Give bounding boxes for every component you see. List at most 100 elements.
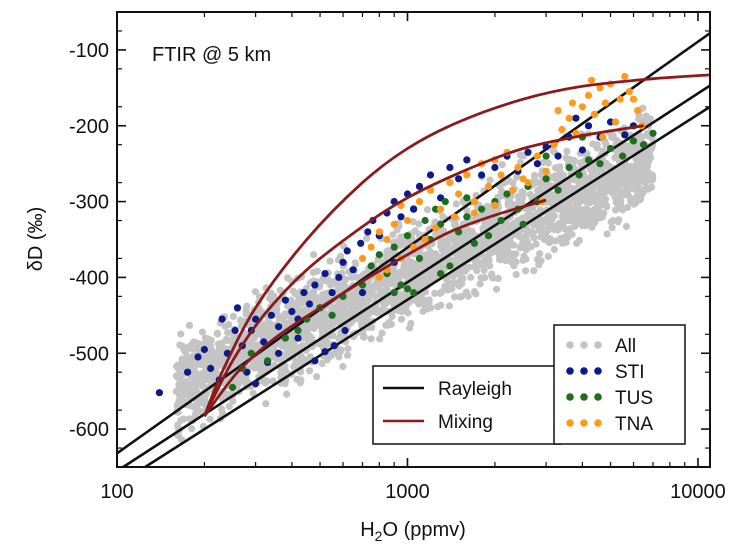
point-all (280, 317, 288, 325)
point-all (289, 333, 297, 342)
point-all (516, 151, 525, 159)
point-sti (260, 338, 268, 346)
point-all (506, 237, 514, 245)
point-tna (554, 107, 562, 115)
point-tna (491, 201, 499, 209)
point-tus (294, 326, 302, 335)
point-sti (349, 266, 357, 274)
point-sti (554, 152, 562, 160)
point-sti (364, 228, 372, 236)
point-all (614, 218, 622, 226)
point-tna (590, 110, 599, 118)
point-tus (584, 156, 593, 164)
point-all (521, 244, 529, 252)
x-tick-label: 100 (100, 481, 133, 503)
point-sti (288, 307, 296, 316)
x-axis-label-main: H (360, 519, 374, 541)
point-tna (542, 167, 550, 175)
point-sti (252, 380, 260, 388)
point-sti (300, 289, 308, 297)
point-sti (397, 213, 405, 221)
point-all (530, 234, 538, 242)
point-all (264, 330, 272, 339)
point-all (483, 202, 491, 210)
legend-sti-swatch (566, 367, 574, 375)
point-all (249, 389, 257, 397)
point-all (550, 212, 558, 220)
point-tus (441, 198, 449, 206)
legend-tus-swatch (594, 393, 602, 401)
point-all (177, 330, 185, 338)
point-all (383, 285, 391, 293)
point-tus (575, 171, 583, 179)
point-tus (375, 251, 383, 259)
point-all (185, 321, 194, 329)
point-all (363, 234, 371, 242)
point-tna (611, 118, 620, 126)
point-all (583, 206, 592, 214)
point-all (383, 247, 391, 255)
point-tna (358, 254, 367, 263)
point-tna (568, 99, 577, 107)
point-all (623, 172, 631, 180)
point-tus (328, 311, 336, 319)
point-all (287, 296, 295, 304)
x-tick-label: 10000 (670, 481, 726, 503)
point-all (627, 144, 636, 152)
point-all (530, 171, 539, 179)
point-tna (524, 179, 532, 187)
point-all (562, 213, 570, 221)
point-all (213, 330, 222, 338)
point-all (378, 329, 386, 337)
point-all (644, 176, 652, 184)
point-sti (321, 348, 329, 356)
point-all (335, 353, 343, 361)
point-sti (357, 239, 365, 247)
point-all (593, 141, 601, 149)
point-all (492, 285, 501, 293)
point-all (486, 262, 494, 270)
x-axis-label-subscript: 2 (375, 528, 383, 544)
mixing-curve-1 (203, 73, 710, 417)
point-tus (470, 239, 478, 247)
point-all (522, 267, 530, 275)
point-all (536, 219, 544, 227)
point-tna (403, 216, 412, 225)
y-tick-label: -100 (69, 40, 109, 62)
point-all (483, 255, 491, 263)
point-all (201, 392, 210, 400)
point-all (270, 292, 278, 300)
point-all (365, 296, 373, 304)
point-all (344, 351, 352, 359)
point-tna (578, 103, 587, 111)
point-all (592, 198, 600, 206)
point-all (419, 261, 427, 269)
point-all (306, 332, 314, 340)
point-tus (367, 262, 375, 270)
point-all (313, 267, 321, 275)
legend-mixing-label: Mixing (438, 412, 493, 433)
point-all (637, 173, 645, 181)
point-all (236, 316, 244, 324)
point-tna (625, 88, 633, 96)
point-all (176, 341, 184, 349)
y-tick-label: -500 (69, 343, 109, 365)
point-all (552, 164, 560, 172)
legend-tna-label: TNA (615, 414, 653, 435)
point-all (277, 368, 285, 376)
point-all (242, 310, 250, 318)
point-all (318, 325, 326, 333)
legend-sti-label: STI (615, 362, 645, 383)
point-tus (478, 205, 486, 213)
point-all (498, 161, 506, 169)
point-all (550, 225, 558, 233)
point-all (513, 173, 521, 181)
point-sti (294, 334, 302, 342)
point-tus (421, 216, 429, 225)
point-tna (558, 125, 566, 134)
point-all (321, 342, 329, 350)
point-all (348, 309, 356, 317)
point-sti (275, 323, 283, 331)
point-tna (508, 186, 517, 194)
